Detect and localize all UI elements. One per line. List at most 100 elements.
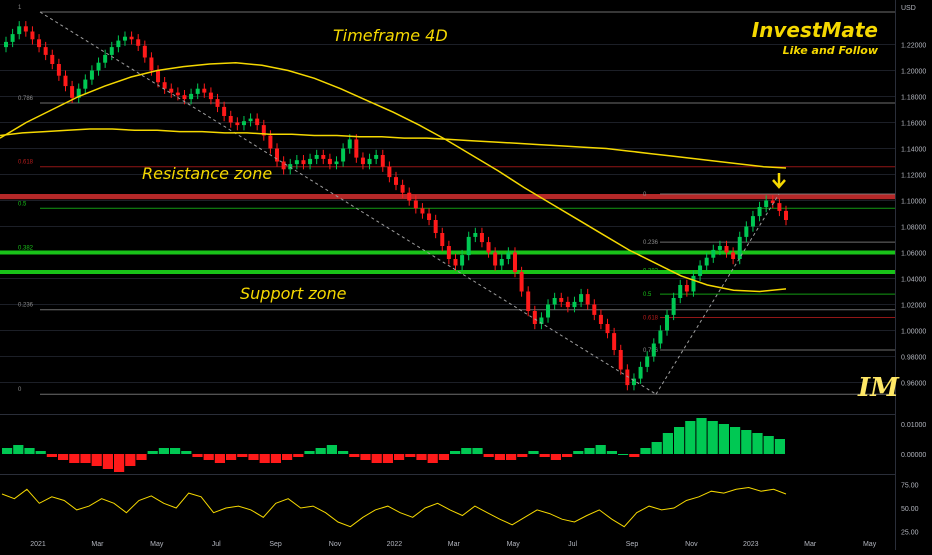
- histogram-bar: [550, 454, 561, 460]
- y-tick-label: 1.18000: [901, 95, 926, 102]
- fib-level-label: 0.5: [643, 292, 652, 298]
- candle-body: [460, 255, 465, 266]
- candle-body: [17, 26, 22, 35]
- candle-body: [645, 356, 650, 367]
- candle-body: [136, 39, 141, 46]
- histogram-bar: [214, 454, 225, 463]
- histogram-bar: [326, 445, 337, 454]
- brand-logo: IM: [858, 373, 899, 403]
- histogram-bar: [763, 436, 774, 454]
- histogram-bar: [259, 454, 270, 463]
- fib-level-label: 0.382: [18, 246, 34, 252]
- histogram-bar: [528, 451, 539, 454]
- support-zone-label: Support zone: [240, 284, 347, 303]
- candle-body: [23, 26, 28, 32]
- y-tick-label: 1.10000: [901, 199, 926, 206]
- candle-body: [182, 95, 187, 100]
- histogram-bar: [405, 454, 416, 457]
- x-tick-label: Nov: [329, 541, 342, 548]
- candle-body: [175, 92, 180, 96]
- price-axis[interactable]: [895, 0, 932, 550]
- candle-body: [10, 34, 15, 42]
- candle-body: [103, 54, 108, 63]
- candle-body: [532, 311, 537, 324]
- candle-body: [116, 40, 121, 48]
- candle-body: [129, 36, 134, 40]
- candle-body: [96, 62, 101, 71]
- y-tick-label: 1.14000: [901, 147, 926, 154]
- candle-body: [308, 158, 313, 165]
- candle-body: [631, 378, 636, 386]
- candle-body: [427, 213, 432, 220]
- histogram-bar: [282, 454, 293, 460]
- candle-body: [4, 41, 8, 48]
- histogram-bar: [136, 454, 147, 460]
- fib-level-label: 0: [18, 387, 22, 393]
- histogram-bar: [13, 445, 24, 454]
- candle-body: [519, 272, 524, 292]
- candle-body: [76, 88, 81, 98]
- candle-body: [275, 148, 280, 162]
- candle-body: [268, 135, 273, 149]
- histogram-bar: [226, 454, 237, 460]
- timeframe-label: Timeframe 4D: [333, 26, 448, 45]
- histogram-bar: [338, 451, 349, 454]
- moving-average-slow: [0, 128, 787, 169]
- candle-body: [651, 343, 656, 357]
- candle-body: [605, 324, 610, 334]
- y-tick-label: 50.00: [901, 506, 919, 513]
- resistance-zone-band: [0, 194, 895, 200]
- candle-body: [380, 155, 385, 167]
- y-tick-label: 0.00000: [901, 452, 926, 459]
- histogram-bar: [562, 454, 573, 457]
- candle-body: [195, 88, 200, 94]
- candle-body: [149, 57, 154, 71]
- histogram-bar: [539, 454, 550, 457]
- histogram-bar: [382, 454, 393, 463]
- candle-body: [764, 200, 769, 207]
- x-tick-label: Mar: [91, 541, 104, 548]
- y-tick-label: 75.00: [901, 483, 919, 490]
- candle-body: [770, 200, 775, 204]
- candle-body: [572, 301, 577, 308]
- candle-body: [784, 210, 788, 220]
- candle-body: [347, 139, 352, 149]
- candle-body: [294, 160, 299, 165]
- candle-body: [559, 298, 564, 302]
- fib-level-label: 0.618: [18, 160, 34, 166]
- histogram-bar: [181, 451, 192, 454]
- histogram-bar: [315, 448, 326, 454]
- candle-body: [70, 86, 75, 98]
- y-tick-label: 0.98000: [901, 355, 926, 362]
- x-tick-label: May: [507, 541, 521, 548]
- y-tick-label: 1.08000: [901, 225, 926, 232]
- candle-body: [202, 88, 207, 93]
- histogram-bar: [416, 454, 427, 460]
- candle-body: [546, 304, 551, 318]
- candle-body: [512, 252, 517, 272]
- pane-divider: [0, 474, 895, 475]
- histogram-bar: [192, 454, 203, 457]
- histogram-bar: [349, 454, 360, 457]
- candle-body: [156, 70, 161, 83]
- histogram-bar: [517, 454, 528, 457]
- histogram-bar: [394, 454, 405, 460]
- candle-body: [473, 233, 478, 237]
- candle-body: [684, 285, 689, 292]
- candle-body: [122, 36, 127, 41]
- fib-level-label: 0: [643, 192, 647, 198]
- candle-body: [142, 45, 147, 58]
- y-tick-label: 1.22000: [901, 43, 926, 50]
- histogram-bar: [450, 451, 461, 454]
- histogram-bar: [80, 454, 91, 463]
- candle-body: [433, 220, 438, 233]
- histogram-bar: [741, 430, 752, 454]
- arrow-down-icon: [772, 173, 786, 189]
- histogram-bar: [91, 454, 102, 466]
- candle-body: [327, 158, 332, 165]
- histogram-bar: [24, 448, 35, 454]
- moving-average-fast: [0, 61, 787, 293]
- candle-body: [731, 252, 736, 259]
